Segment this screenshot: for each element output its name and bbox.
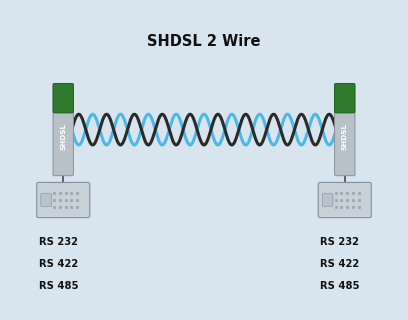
FancyBboxPatch shape — [41, 194, 51, 206]
FancyBboxPatch shape — [318, 182, 371, 218]
FancyBboxPatch shape — [37, 182, 90, 218]
Text: SHDSL: SHDSL — [60, 123, 66, 150]
Text: SHDSL 2 Wire: SHDSL 2 Wire — [147, 34, 261, 49]
FancyBboxPatch shape — [335, 84, 355, 113]
FancyBboxPatch shape — [322, 194, 333, 206]
Text: RS 485: RS 485 — [320, 281, 360, 292]
FancyBboxPatch shape — [53, 84, 73, 113]
Text: RS 232: RS 232 — [39, 236, 78, 247]
Text: RS 485: RS 485 — [39, 281, 78, 292]
Text: SHDSL: SHDSL — [342, 123, 348, 150]
Text: RS 422: RS 422 — [320, 259, 359, 269]
Text: RS 232: RS 232 — [320, 236, 359, 247]
Text: RS 422: RS 422 — [39, 259, 78, 269]
FancyBboxPatch shape — [335, 84, 355, 176]
FancyBboxPatch shape — [53, 84, 73, 176]
